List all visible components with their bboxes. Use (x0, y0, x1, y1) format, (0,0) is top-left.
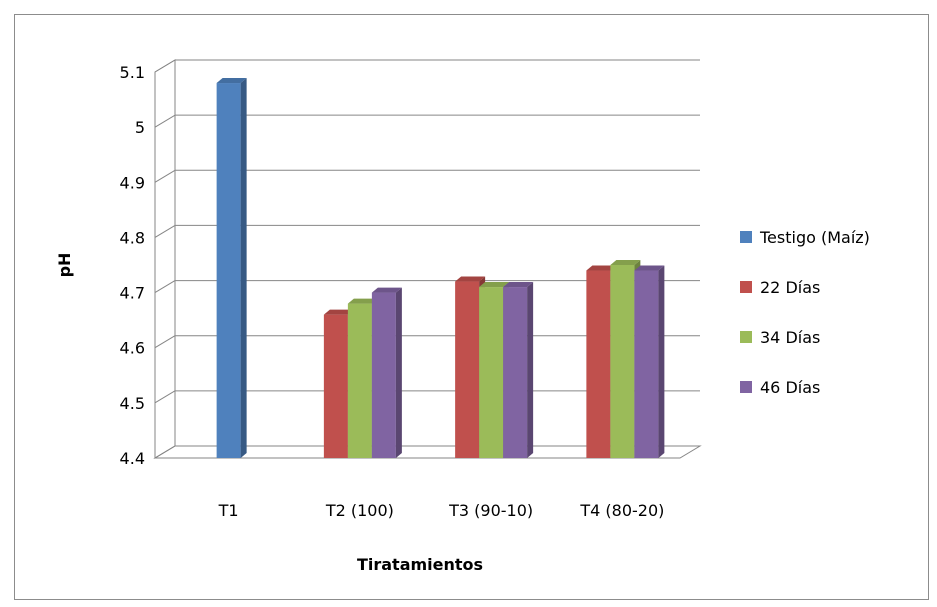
y-tick-label: 4.9 (120, 173, 145, 192)
bar-top (323, 309, 354, 315)
bar-side (527, 282, 534, 458)
bars (216, 78, 665, 459)
bar-side (395, 287, 402, 458)
bar-front (347, 303, 372, 458)
bar-top (371, 287, 402, 293)
y-tick-label: 4.4 (120, 449, 145, 468)
gridline-diag (154, 59, 176, 73)
y-tick-label: 4.7 (120, 284, 145, 303)
bar (371, 287, 402, 458)
bar-front (371, 292, 396, 458)
legend-label: 22 Días (760, 278, 820, 297)
gridline-diag (154, 114, 176, 128)
legend: Testigo (Maíz) 22 Días 34 Días 46 Días (740, 228, 870, 397)
gridline-diag (154, 445, 176, 459)
legend-label: Testigo (Maíz) (759, 228, 870, 247)
bar-front (455, 281, 480, 458)
x-axis-title: Tiratamientos (357, 555, 483, 574)
bar (216, 78, 247, 459)
gridline-diag (154, 280, 176, 294)
x-tick-label: T3 (90-10) (448, 501, 533, 520)
bar-front (479, 287, 504, 458)
y-axis-title: pH (55, 253, 74, 278)
gridline-diag (154, 335, 176, 349)
y-tick-label: 4.5 (120, 394, 145, 413)
legend-swatch (740, 331, 752, 343)
bar-top (455, 276, 486, 282)
bar-front (610, 265, 635, 458)
y-tick-label: 4.8 (120, 228, 145, 247)
bar-front (586, 270, 611, 458)
bar-top (610, 260, 641, 265)
bar-top (347, 298, 378, 304)
legend-label: 46 Días (760, 378, 820, 397)
x-tick-label: T4 (80-20) (579, 501, 664, 520)
legend-swatch (740, 281, 752, 293)
bar (503, 282, 534, 458)
legend-label: 34 Días (760, 328, 820, 347)
bar-side (240, 78, 247, 459)
y-tick-labels: 4.4 4.5 4.6 4.7 4.8 4.9 5 5.1 (120, 63, 145, 468)
gridline-diag (154, 390, 176, 404)
back-wall-left (154, 59, 176, 459)
bar-top (634, 265, 665, 271)
x-tick-label: T1 (218, 501, 239, 520)
y-tick-label: 5 (135, 118, 145, 137)
bar-front (634, 270, 659, 458)
bar-top (479, 282, 510, 288)
bar (634, 265, 665, 458)
bar-front (216, 83, 241, 459)
gridline-diag (154, 224, 176, 238)
x-tick-label: T2 (100) (325, 501, 394, 520)
y-tick-label: 5.1 (120, 63, 145, 82)
bar-top (586, 265, 617, 271)
bar-top (216, 78, 247, 84)
gridline-diag (154, 169, 176, 183)
bar-side (658, 265, 665, 458)
x-tick-labels: T1 T2 (100) T3 (90-10) T4 (80-20) (218, 501, 665, 520)
legend-swatch (740, 231, 752, 243)
bar-top (503, 282, 534, 288)
bar-front (503, 287, 528, 458)
legend-swatch (740, 381, 752, 393)
y-tick-label: 4.6 (120, 339, 145, 358)
bar-front (323, 314, 348, 458)
